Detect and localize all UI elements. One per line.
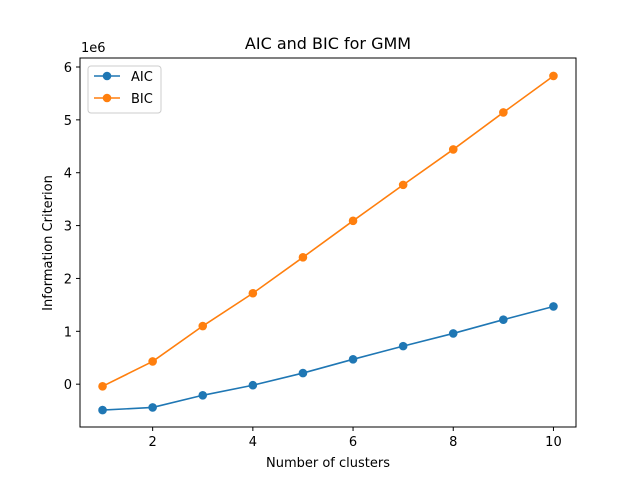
aic-point — [448, 329, 458, 338]
y-scale-label: 1e6 — [81, 41, 106, 56]
aic-point — [98, 405, 107, 415]
y-tick-label: 1 — [64, 325, 72, 340]
aic-point — [398, 341, 408, 351]
chart-title: AIC and BIC for GMM — [245, 34, 411, 53]
y-tick-label: 3 — [64, 220, 72, 235]
plot-frame — [79, 57, 577, 428]
series-layer — [98, 71, 558, 415]
bic-point — [248, 288, 258, 298]
legend: AIC BIC — [87, 65, 162, 114]
legend-bic-marker — [102, 93, 112, 103]
x-tick-label: 6 — [349, 435, 357, 450]
y-tick-label: 5 — [64, 114, 72, 129]
bic-point — [549, 71, 558, 81]
aic-point — [499, 315, 508, 324]
bic-point — [348, 216, 358, 226]
aic-point — [248, 380, 258, 390]
y-tick-label: 4 — [64, 167, 72, 182]
x-tick-label: 8 — [449, 435, 457, 450]
x-tick-label: 2 — [149, 435, 157, 450]
legend-aic-label: AIC — [131, 70, 153, 85]
bic-point — [148, 357, 157, 366]
y-tick-label: 2 — [64, 272, 72, 287]
bic-point — [298, 253, 308, 262]
y-tick-label: 6 — [64, 61, 72, 76]
x-axis-label: Number of clusters — [266, 456, 390, 471]
aic-point — [148, 403, 157, 412]
legend-aic-marker — [102, 71, 112, 81]
bic-series-line — [102, 75, 554, 388]
bic-point — [198, 321, 208, 331]
axis-ticks: 2 4 6 8 10 0 1 2 3 4 5 6 — [64, 61, 562, 450]
bic-point — [398, 180, 408, 190]
aic-point — [348, 355, 358, 364]
bic-point — [499, 108, 508, 117]
legend-bic-label: BIC — [131, 92, 153, 107]
aic-point — [298, 368, 308, 378]
aic-series-line — [102, 305, 554, 411]
y-tick-label: 0 — [64, 378, 72, 393]
x-tick-label: 10 — [545, 435, 562, 450]
bic-point — [448, 145, 458, 154]
x-tick-label: 4 — [249, 435, 257, 450]
aic-point — [198, 390, 208, 400]
y-axis-label: Information Criterion — [41, 175, 56, 311]
bic-point — [98, 381, 107, 391]
aic-point — [549, 302, 558, 311]
